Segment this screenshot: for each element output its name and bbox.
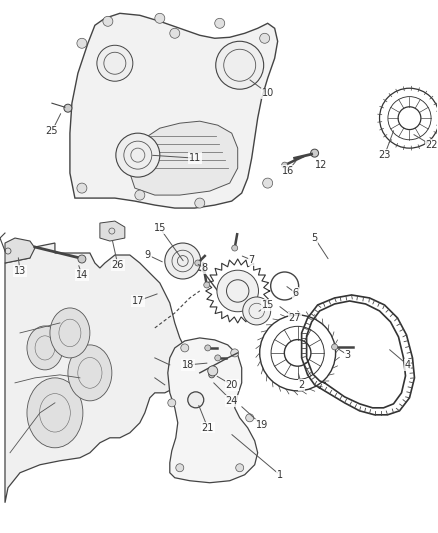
Circle shape [311,149,318,157]
Text: 27: 27 [288,313,301,323]
Circle shape [135,190,145,200]
Circle shape [263,178,273,188]
Text: 24: 24 [226,396,238,406]
Text: 6: 6 [293,288,299,298]
Circle shape [208,366,218,376]
Circle shape [216,41,264,89]
Circle shape [77,183,87,193]
Circle shape [155,13,165,23]
Ellipse shape [50,308,90,358]
Circle shape [246,414,254,422]
Text: 12: 12 [315,160,328,170]
Polygon shape [130,121,238,195]
Text: 20: 20 [226,380,238,390]
Text: 17: 17 [132,296,144,306]
Polygon shape [168,338,258,483]
Text: 4: 4 [404,360,410,370]
Circle shape [176,464,184,472]
Text: 15: 15 [261,300,274,310]
Text: 25: 25 [46,126,58,136]
Text: 18: 18 [182,360,194,370]
Circle shape [217,270,258,312]
Circle shape [205,345,211,351]
Circle shape [215,355,221,361]
Text: 15: 15 [154,223,166,233]
Text: 10: 10 [261,88,274,98]
Circle shape [116,133,160,177]
Circle shape [165,243,201,279]
Circle shape [236,464,244,472]
Text: 2: 2 [299,380,305,390]
Text: 5: 5 [311,233,318,243]
Circle shape [231,349,239,357]
Circle shape [188,392,204,408]
Text: 11: 11 [189,153,201,163]
Text: 1: 1 [276,470,283,480]
Circle shape [78,255,86,263]
Ellipse shape [27,326,63,370]
Text: 19: 19 [255,420,268,430]
Circle shape [282,162,288,168]
Circle shape [195,198,205,208]
Text: 16: 16 [282,166,294,176]
Text: 13: 13 [14,266,26,276]
Polygon shape [5,243,190,503]
Circle shape [97,45,133,81]
Text: 3: 3 [345,350,351,360]
Circle shape [77,38,87,49]
Circle shape [195,260,201,266]
Circle shape [103,17,113,26]
Circle shape [332,344,338,350]
Circle shape [204,282,210,288]
Polygon shape [5,238,35,263]
Text: 14: 14 [76,270,88,280]
Circle shape [64,104,72,112]
Text: 26: 26 [112,260,124,270]
Polygon shape [70,13,278,208]
Ellipse shape [68,345,112,401]
Text: 23: 23 [378,150,391,160]
Circle shape [170,28,180,38]
Circle shape [181,344,189,352]
Polygon shape [100,221,125,241]
Text: 9: 9 [145,250,151,260]
Circle shape [209,372,215,378]
Text: 7: 7 [249,255,255,265]
Circle shape [260,33,270,43]
Circle shape [232,245,238,251]
Ellipse shape [27,378,83,448]
Text: 8: 8 [201,263,208,273]
Text: 22: 22 [425,140,438,150]
Circle shape [243,297,271,325]
Circle shape [215,18,225,28]
Text: 21: 21 [201,423,214,433]
Circle shape [168,399,176,407]
